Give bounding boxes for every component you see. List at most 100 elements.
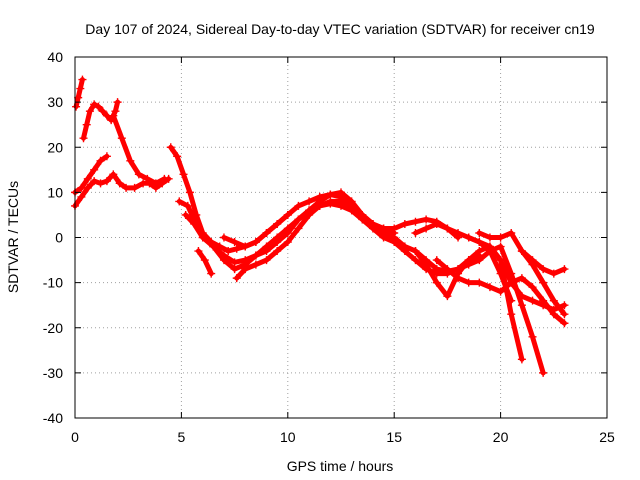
data-point xyxy=(390,224,399,233)
data-point xyxy=(160,174,169,183)
data-point xyxy=(294,224,303,233)
data-point xyxy=(379,224,388,233)
data-point xyxy=(475,228,484,237)
data-point xyxy=(305,197,314,206)
x-tick-label: 20 xyxy=(493,429,509,445)
data-point xyxy=(166,143,175,152)
data-point xyxy=(134,170,143,179)
data-point xyxy=(200,256,209,265)
data-point xyxy=(507,278,516,287)
data-point xyxy=(347,201,356,210)
data-series-track-1 xyxy=(72,75,87,111)
data-point xyxy=(517,247,526,256)
data-point xyxy=(326,197,335,206)
data-point xyxy=(390,238,399,247)
data-point xyxy=(432,219,441,228)
data-point xyxy=(549,305,558,314)
data-point xyxy=(422,260,431,269)
x-tick-label: 25 xyxy=(599,429,615,445)
data-point xyxy=(411,247,420,256)
data-point xyxy=(151,179,160,188)
data-point xyxy=(76,84,85,93)
data-point xyxy=(98,107,107,116)
y-axis-label: SDTVAR / TECUs xyxy=(5,181,21,293)
data-point xyxy=(422,215,431,224)
data-point xyxy=(251,260,260,269)
axis-ticks: 0 5 10 15 20 25 -40 -30 -20 -10 0 10 20 30 40 xyxy=(43,49,615,445)
data-point xyxy=(77,192,86,201)
data-point xyxy=(102,152,111,161)
data-point xyxy=(126,156,135,165)
data-point xyxy=(173,152,182,161)
data-point xyxy=(130,183,139,192)
chart-title: Day 107 of 2024, Sidereal Day-to-day VTE… xyxy=(85,21,595,37)
data-point xyxy=(241,242,250,251)
data-series-track-18 xyxy=(517,247,569,278)
data-point xyxy=(475,238,484,247)
data-series-track-3 xyxy=(71,170,173,210)
data-point xyxy=(305,210,314,219)
data-point xyxy=(194,247,203,256)
data-point xyxy=(83,174,92,183)
data-point xyxy=(77,183,86,192)
data-point xyxy=(109,111,118,120)
data-point xyxy=(230,258,239,267)
data-point xyxy=(517,292,526,301)
data-point xyxy=(549,269,558,278)
data-point xyxy=(539,368,548,377)
data-point xyxy=(82,120,91,129)
data-point xyxy=(115,179,124,188)
data-point xyxy=(96,179,105,188)
data-point xyxy=(219,256,228,265)
data-point xyxy=(96,156,105,165)
data-point xyxy=(251,238,260,247)
data-point xyxy=(443,224,452,233)
y-tick-label: 10 xyxy=(47,184,63,200)
data-point xyxy=(207,269,216,278)
series-layer xyxy=(71,75,569,377)
data-point xyxy=(464,256,473,265)
data-series-track-4 xyxy=(71,152,111,197)
data-point xyxy=(432,265,441,274)
data-point xyxy=(464,233,473,242)
series-line xyxy=(466,235,567,313)
y-tick-label: 30 xyxy=(47,94,63,110)
x-tick-label: 10 xyxy=(280,429,296,445)
data-point xyxy=(326,190,335,199)
data-point xyxy=(443,292,452,301)
data-point xyxy=(496,287,505,296)
data-point xyxy=(111,107,120,116)
data-point xyxy=(90,100,99,109)
data-point xyxy=(560,319,569,328)
data-point xyxy=(496,242,505,251)
data-point xyxy=(528,283,537,292)
data-point xyxy=(560,265,569,274)
data-point xyxy=(262,228,271,237)
data-point xyxy=(251,251,260,260)
data-point xyxy=(528,332,537,341)
data-point xyxy=(90,177,99,186)
data-point xyxy=(560,301,569,310)
data-point xyxy=(102,177,111,186)
y-tick-label: -40 xyxy=(43,410,63,426)
data-point xyxy=(294,201,303,210)
data-point xyxy=(485,242,494,251)
data-series-track-16 xyxy=(464,233,569,314)
data-point xyxy=(485,283,494,292)
x-tick-label: 0 xyxy=(71,429,79,445)
y-tick-label: 0 xyxy=(55,230,63,246)
data-point xyxy=(400,219,409,228)
data-point xyxy=(90,165,99,174)
data-point xyxy=(485,233,494,242)
data-point xyxy=(85,107,94,116)
data-point xyxy=(475,278,484,287)
data-point xyxy=(122,183,131,192)
data-point xyxy=(539,265,548,274)
data-point xyxy=(113,98,122,107)
data-point xyxy=(517,301,526,310)
data-series-track-9 xyxy=(194,247,216,278)
data-point xyxy=(337,188,345,197)
data-point xyxy=(179,170,188,179)
data-point xyxy=(496,256,505,265)
data-point xyxy=(219,233,228,242)
